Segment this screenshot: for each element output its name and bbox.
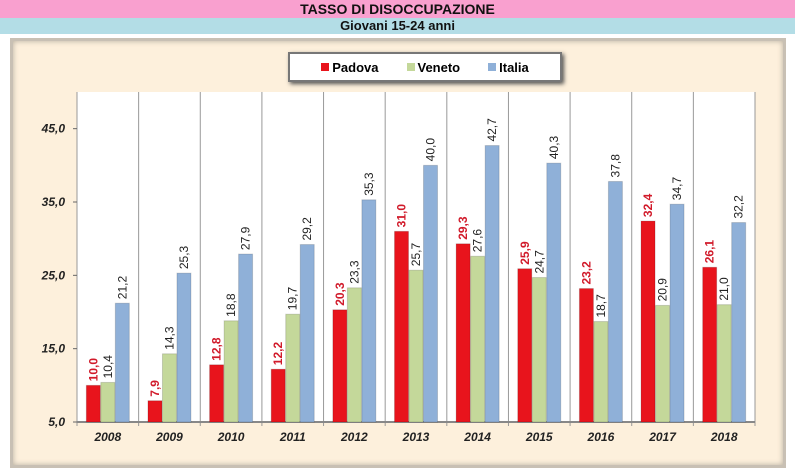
data-label: 25,9 bbox=[518, 241, 532, 265]
bar-italia bbox=[114, 302, 130, 423]
bar-italia bbox=[484, 145, 500, 423]
x-tick-label: 2008 bbox=[93, 430, 121, 444]
bar-italia bbox=[423, 164, 438, 423]
data-label: 18,7 bbox=[594, 294, 608, 318]
x-tick-label: 2017 bbox=[648, 430, 677, 444]
legend-item-veneto: Veneto bbox=[406, 59, 461, 75]
data-label: 27,6 bbox=[471, 229, 485, 253]
data-label: 18,8 bbox=[224, 293, 238, 317]
legend: Padova Veneto Italia bbox=[288, 52, 562, 82]
data-label: 20,9 bbox=[656, 278, 670, 302]
x-tick-label: 2016 bbox=[587, 430, 615, 444]
data-label: 21,2 bbox=[115, 276, 129, 300]
bar-veneto bbox=[408, 269, 424, 423]
data-label: 35,3 bbox=[362, 172, 376, 196]
bar-padova bbox=[517, 268, 533, 423]
bar-italia bbox=[176, 272, 192, 423]
bar-padova bbox=[85, 384, 101, 423]
bar-veneto bbox=[716, 304, 732, 423]
data-label: 23,3 bbox=[347, 260, 361, 284]
legend-swatch bbox=[321, 63, 330, 71]
chart-title: TASSO DI DISOCCUPAZIONE bbox=[0, 0, 795, 18]
data-label: 37,8 bbox=[608, 154, 622, 178]
data-label: 24,7 bbox=[532, 250, 546, 274]
y-tick-label: 35,0 bbox=[42, 195, 66, 209]
x-tick-label: 2012 bbox=[340, 430, 368, 444]
data-label: 23,2 bbox=[579, 261, 593, 285]
bar-veneto bbox=[285, 313, 301, 423]
data-label: 29,3 bbox=[456, 216, 470, 240]
data-label: 32,2 bbox=[732, 195, 746, 219]
bar-italia bbox=[238, 253, 254, 423]
y-tick-label: 25,0 bbox=[41, 268, 66, 282]
legend-label: Veneto bbox=[417, 59, 461, 75]
data-label: 10,4 bbox=[101, 355, 115, 379]
data-label: 31,0 bbox=[395, 204, 409, 228]
legend-swatch bbox=[406, 63, 415, 71]
bar-veneto bbox=[655, 304, 671, 423]
data-label: 10,0 bbox=[86, 358, 100, 382]
bar-veneto bbox=[531, 277, 547, 423]
bar-padova bbox=[702, 266, 718, 423]
bar-veneto bbox=[100, 381, 116, 423]
bar-veneto bbox=[346, 287, 362, 423]
x-tick-label: 2010 bbox=[217, 430, 245, 444]
x-tick-label: 2009 bbox=[155, 430, 183, 444]
data-label: 34,7 bbox=[670, 177, 684, 201]
bar-veneto bbox=[161, 353, 177, 423]
bar-padova bbox=[394, 230, 409, 423]
data-label: 25,3 bbox=[177, 245, 191, 269]
data-label: 21,0 bbox=[717, 277, 731, 301]
bar-padova bbox=[332, 309, 348, 423]
data-label: 26,1 bbox=[703, 240, 717, 264]
y-tick-label: 15,0 bbox=[42, 342, 66, 356]
bar-padova bbox=[209, 364, 225, 423]
x-tick-label: 2014 bbox=[463, 430, 491, 444]
bar-veneto bbox=[593, 321, 609, 423]
data-label: 14,3 bbox=[162, 326, 176, 350]
data-label: 7,9 bbox=[148, 380, 162, 397]
bar-veneto bbox=[223, 320, 239, 423]
bar-italia bbox=[299, 244, 315, 423]
bar-italia bbox=[731, 222, 747, 423]
data-label: 29,2 bbox=[300, 217, 314, 241]
bar-italia bbox=[607, 180, 623, 423]
legend-label: Padova bbox=[332, 59, 379, 75]
data-label: 19,7 bbox=[286, 287, 300, 311]
data-label: 40,3 bbox=[547, 135, 561, 159]
data-label: 27,9 bbox=[239, 226, 253, 250]
data-label: 20,3 bbox=[333, 282, 347, 306]
bar-padova bbox=[455, 243, 471, 423]
bar-italia bbox=[669, 203, 685, 423]
x-tick-label: 2015 bbox=[525, 430, 553, 444]
legend-item-italia: Italia bbox=[488, 60, 529, 75]
legend-swatch bbox=[488, 63, 497, 71]
legend-item-padova: Padova bbox=[321, 59, 379, 75]
data-label: 25,7 bbox=[409, 243, 423, 267]
bar-veneto bbox=[470, 255, 486, 423]
bar-padova bbox=[270, 368, 286, 423]
legend-label: Italia bbox=[499, 59, 529, 75]
x-tick-label: 2013 bbox=[402, 430, 430, 444]
y-tick-label: 5,0 bbox=[48, 415, 65, 429]
x-tick-label: 2011 bbox=[279, 430, 306, 444]
chart-subtitle: Giovani 15-24 anni bbox=[0, 18, 795, 34]
data-label: 42,7 bbox=[485, 118, 499, 142]
bar-italia bbox=[546, 162, 562, 423]
data-label: 12,2 bbox=[271, 342, 285, 366]
bar-italia bbox=[361, 199, 377, 423]
data-label: 32,4 bbox=[641, 193, 655, 217]
data-label: 40,0 bbox=[424, 138, 438, 162]
bar-padova bbox=[578, 288, 594, 423]
bar-padova bbox=[147, 400, 163, 423]
y-tick-label: 45,0 bbox=[41, 122, 66, 136]
data-label: 12,8 bbox=[210, 337, 224, 361]
x-tick-label: 2018 bbox=[710, 430, 738, 444]
bar-padova bbox=[640, 220, 656, 423]
